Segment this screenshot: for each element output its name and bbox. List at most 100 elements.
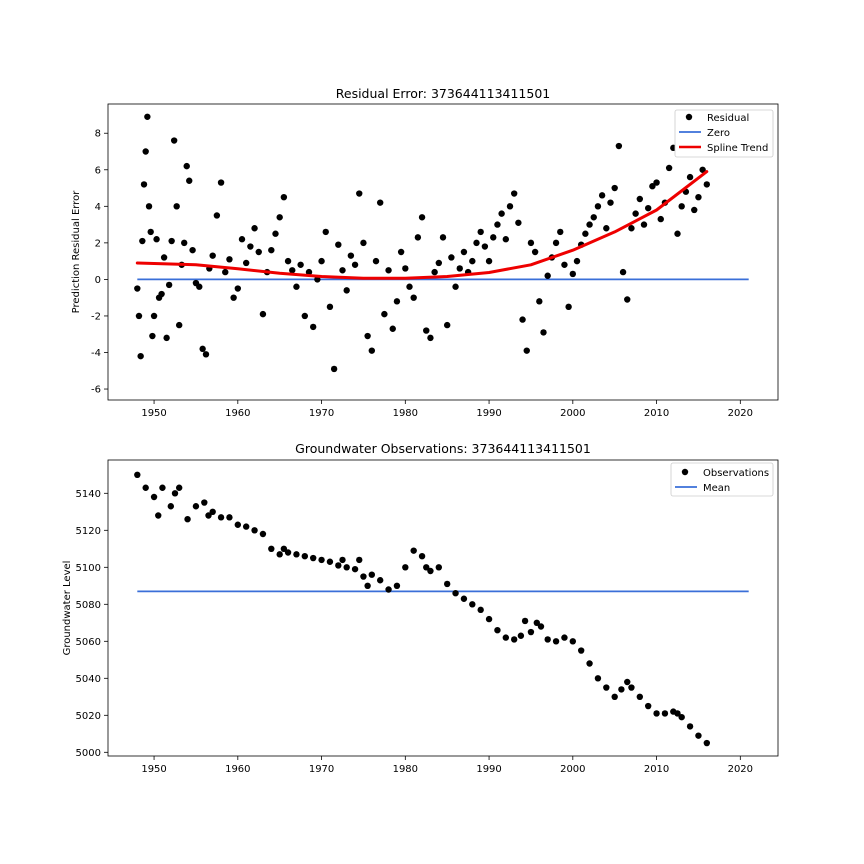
observation-point — [695, 732, 702, 739]
residual-point — [247, 243, 254, 250]
residual-point — [347, 252, 355, 259]
observation-point — [167, 503, 175, 510]
residual-point — [234, 285, 242, 292]
observation-point — [611, 693, 618, 700]
residual-point — [460, 248, 468, 256]
observation-point — [201, 499, 208, 506]
residual-point — [199, 345, 206, 353]
residual-point — [351, 261, 359, 268]
residual-point — [163, 334, 170, 342]
observation-point — [251, 527, 258, 534]
residual-point — [322, 228, 329, 236]
residual-point — [142, 148, 149, 155]
residual-point — [665, 164, 673, 172]
residual-point — [135, 312, 143, 320]
residual-point — [165, 281, 173, 289]
residual-point — [498, 210, 505, 217]
residual-point — [552, 239, 560, 247]
residual-point — [469, 257, 476, 265]
groundwater-marks — [134, 471, 749, 747]
groundwater-xtick-label: 2010 — [644, 764, 669, 775]
residual-point — [213, 212, 221, 219]
residual-point — [653, 179, 660, 186]
legend-zero-label: Zero — [707, 128, 730, 139]
observation-point — [276, 551, 283, 558]
observation-point — [192, 503, 200, 510]
residual-point — [339, 267, 346, 274]
observation-point — [376, 577, 384, 584]
residual-point — [217, 179, 225, 186]
groundwater-ytick-label: 5080 — [76, 600, 101, 611]
residual-point — [490, 234, 497, 241]
residual-point — [624, 296, 631, 303]
observation-point — [393, 582, 401, 589]
residual-point — [494, 221, 501, 228]
residual-point — [557, 228, 564, 236]
residual-point — [427, 334, 434, 342]
observation-point — [636, 693, 644, 700]
observation-point — [242, 523, 250, 530]
observation-point — [624, 678, 631, 686]
groundwater-xtick-label: 1990 — [476, 764, 501, 775]
residual-point — [301, 312, 309, 320]
groundwater-ytick-label: 5040 — [76, 674, 101, 685]
observation-point — [184, 516, 191, 523]
residual-point — [586, 221, 593, 228]
residual-point — [481, 243, 489, 250]
residual-point — [297, 261, 304, 268]
residual-ytick-label: 2 — [95, 238, 101, 249]
residual-point — [305, 268, 313, 276]
groundwater-panel: Groundwater Observations: 37364411341150… — [62, 441, 779, 775]
residual-point — [226, 256, 233, 263]
residual-point — [448, 254, 455, 261]
observation-point — [301, 553, 309, 560]
residual-point — [385, 267, 392, 274]
groundwater-ytick-label: 5120 — [76, 526, 101, 537]
observation-point — [293, 551, 300, 558]
residual-point — [139, 237, 146, 245]
residual-point — [431, 268, 438, 276]
groundwater-xtick-label: 1970 — [309, 764, 334, 775]
groundwater-title: Groundwater Observations: 37364411341150… — [295, 441, 591, 456]
observation-point — [364, 582, 371, 589]
residual-point — [477, 228, 484, 236]
residual-point — [160, 254, 168, 261]
residual-point — [527, 239, 535, 247]
observation-point — [205, 512, 212, 519]
residual-ylabel: Prediction Residual Error — [71, 190, 82, 314]
residual-point — [699, 166, 706, 173]
observation-point — [418, 553, 426, 560]
residual-axes-frame — [107, 103, 779, 401]
residual-point — [435, 259, 443, 267]
residual-xtick-label: 1990 — [476, 408, 501, 419]
groundwater-xtick-label: 1960 — [225, 764, 250, 775]
observation-point — [356, 556, 363, 564]
observation-point — [142, 484, 149, 491]
residual-point — [330, 365, 338, 373]
observation-point — [175, 484, 183, 491]
observation-point — [284, 549, 292, 556]
observation-point — [686, 723, 694, 730]
observation-point — [326, 558, 334, 565]
residual-panel: Residual Error: 373644113411501 Predicti… — [71, 86, 779, 419]
residual-point — [640, 221, 648, 228]
residual-point — [251, 225, 258, 232]
observation-point — [368, 571, 376, 578]
residual-point — [272, 230, 279, 237]
residual-point — [259, 310, 267, 318]
residual-point — [523, 347, 530, 354]
residual-point — [364, 332, 371, 340]
observation-point — [577, 647, 585, 654]
residual-point — [686, 173, 694, 181]
observation-point — [150, 493, 158, 501]
observation-point — [343, 564, 350, 571]
observation-point — [452, 590, 459, 597]
residual-point — [619, 268, 627, 276]
residual-point — [137, 352, 144, 360]
residual-point — [144, 113, 151, 120]
residual-point — [170, 137, 178, 144]
residual-ytick-label: 8 — [95, 129, 101, 140]
observation-point — [569, 638, 577, 645]
residual-point — [181, 239, 188, 247]
residual-point — [150, 312, 158, 320]
